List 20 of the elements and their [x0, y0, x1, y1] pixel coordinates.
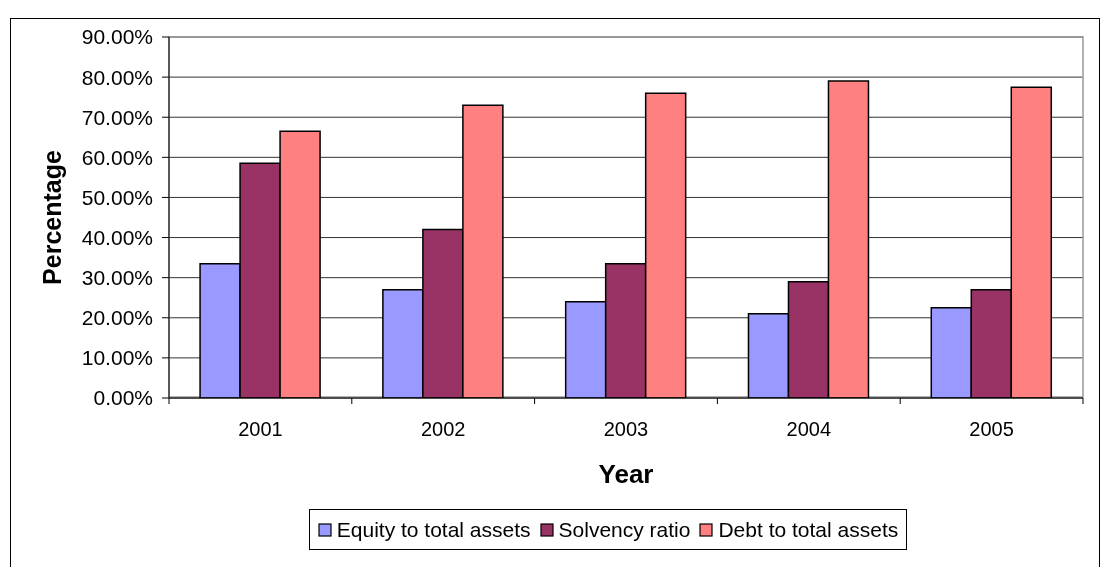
x-tick-label: 2002 — [420, 418, 466, 440]
y-tick-label: 20.00% — [81, 306, 153, 330]
x-tick-label: 2003 — [603, 418, 649, 440]
y-tick-label: 40.00% — [81, 226, 153, 250]
y-tick-label: 10.00% — [81, 346, 153, 370]
y-tick-label: 30.00% — [81, 266, 153, 290]
y-tick-label: 90.00% — [81, 25, 153, 49]
y-tick-label: 60.00% — [81, 145, 153, 169]
legend-label: Debt to total assets — [718, 517, 899, 542]
y-tick-label: 0.00% — [93, 386, 153, 410]
legend-label: Solvency ratio — [558, 517, 691, 542]
x-tick-label: 2001 — [238, 418, 283, 440]
legend-label: Equity to total assets — [336, 517, 531, 542]
y-axis-title: Percentage — [38, 150, 66, 285]
y-tick-label: 80.00% — [81, 65, 153, 89]
y-tick-label: 70.00% — [81, 105, 153, 129]
y-tick-label: 50.00% — [81, 185, 153, 209]
x-axis-title: Year — [598, 459, 654, 489]
x-tick-label: 2004 — [786, 418, 832, 440]
x-tick-label: 2005 — [969, 418, 1014, 440]
